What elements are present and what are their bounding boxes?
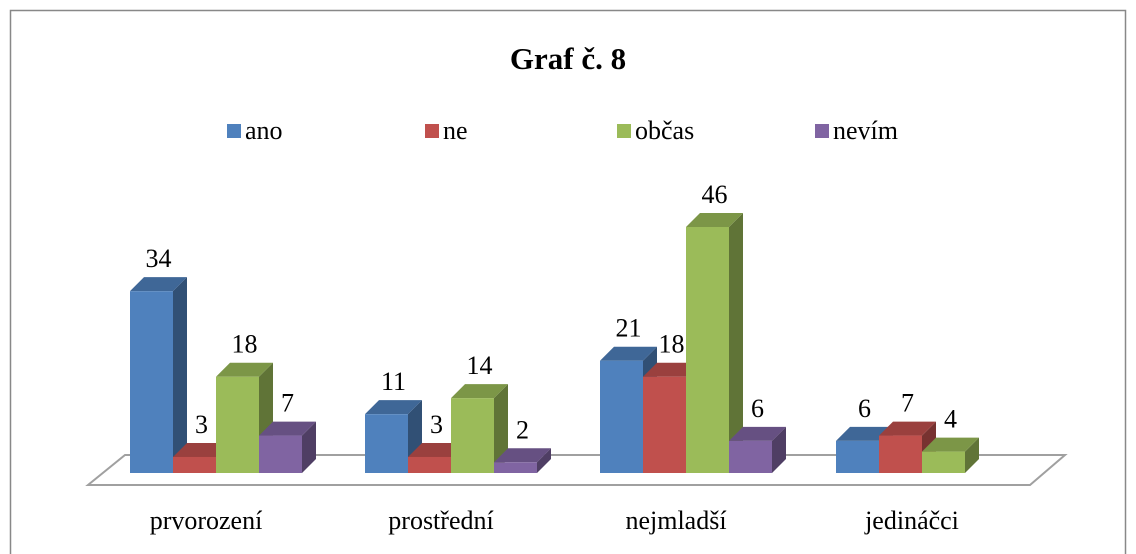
bar [729,440,772,473]
bar-top [259,421,316,436]
bar [451,398,494,473]
x-tick-label: nejmladší [625,506,726,535]
bar-top [365,400,422,415]
legend-label: občas [635,116,694,145]
data-label: 14 [467,351,493,380]
bar [494,462,537,473]
x-tick-label: jedináčci [864,506,959,535]
bar-top [836,426,893,441]
bar-top [173,442,230,457]
bar-top [130,277,187,292]
bar [879,435,922,473]
data-label: 34 [146,244,172,273]
legend-swatch [617,124,631,138]
bar-side [494,384,508,473]
bar [686,227,729,473]
data-label: 21 [616,314,642,343]
bar [600,360,643,473]
legend-label: nevím [833,116,898,145]
floor [85,454,1068,486]
bar [643,376,686,473]
bar-top [643,362,700,377]
data-label: 11 [381,367,406,396]
chart-title: Graf č. 8 [510,41,626,76]
data-label: 6 [751,394,764,423]
bar-top [879,421,936,436]
legend-swatch [815,124,829,138]
data-label: 7 [901,389,914,418]
legend-swatch [227,124,241,138]
bar-side [965,437,979,473]
bar-top [408,442,465,457]
bar-top [600,346,657,361]
data-label: 4 [944,405,957,434]
bar-top [494,448,551,463]
data-label: 18 [232,330,258,359]
data-label: 6 [858,394,871,423]
bar [836,440,879,473]
bar-top [686,213,743,227]
legend-label: ne [443,116,468,145]
bar-side [729,213,743,473]
legend-label: ano [245,116,283,145]
bar-side [537,448,551,473]
bar [922,451,965,473]
x-tick-label: prostřední [388,506,493,535]
bar-side [772,426,786,473]
bar-top [922,437,979,452]
data-label: 2 [516,415,529,444]
bar-top [216,362,273,377]
bar [365,414,408,473]
bar [173,456,216,473]
bar-top [451,384,508,399]
data-label: 46 [702,180,728,209]
legend-swatch [425,124,439,138]
bar [259,435,302,473]
data-label: 3 [430,410,443,439]
bar [216,376,259,473]
x-tick-label: prvorození [150,506,263,535]
data-label: 3 [195,410,208,439]
bar [408,456,451,473]
bar-side [173,277,187,473]
bar-top [729,426,786,441]
data-label: 18 [659,330,685,359]
bar [130,291,173,473]
data-label: 7 [281,389,294,418]
bar-side [302,421,316,473]
